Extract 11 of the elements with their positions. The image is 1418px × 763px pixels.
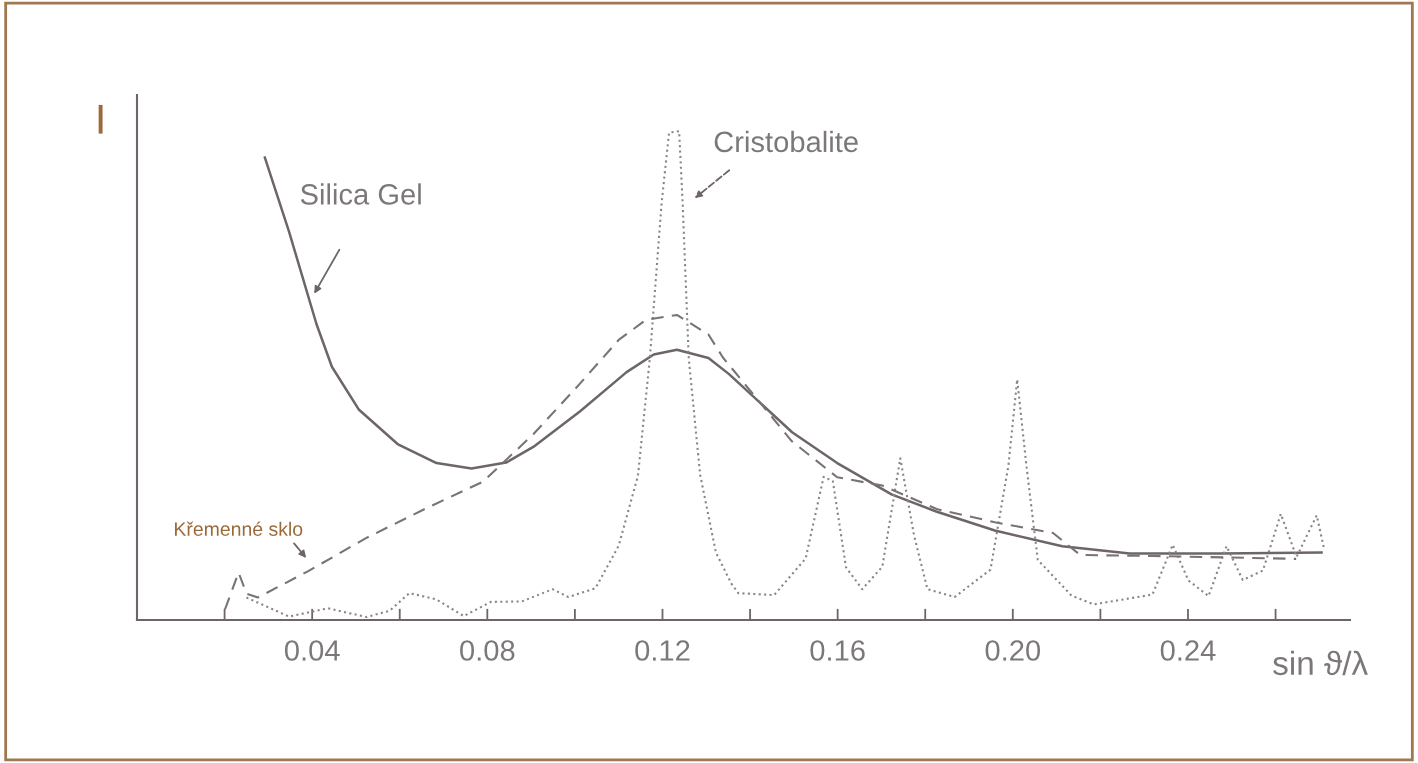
x-tick-label: 0.08	[460, 640, 515, 661]
x-tick-label: 0.16	[810, 640, 865, 661]
x-tick-label: 0.24	[1160, 640, 1216, 661]
x-axis-title: sin ϑ/λ	[1273, 650, 1368, 676]
x-tick-label: 0.12	[635, 640, 690, 661]
series-label: Křemenné sklo	[174, 521, 303, 536]
x-tick-label: 0.20	[985, 640, 1041, 661]
series-label: Silica Gel	[300, 183, 421, 205]
series-label: Cristobalite	[714, 130, 858, 153]
y-axis-title: I	[98, 104, 103, 134]
x-tick-label: 0.04	[284, 640, 340, 661]
